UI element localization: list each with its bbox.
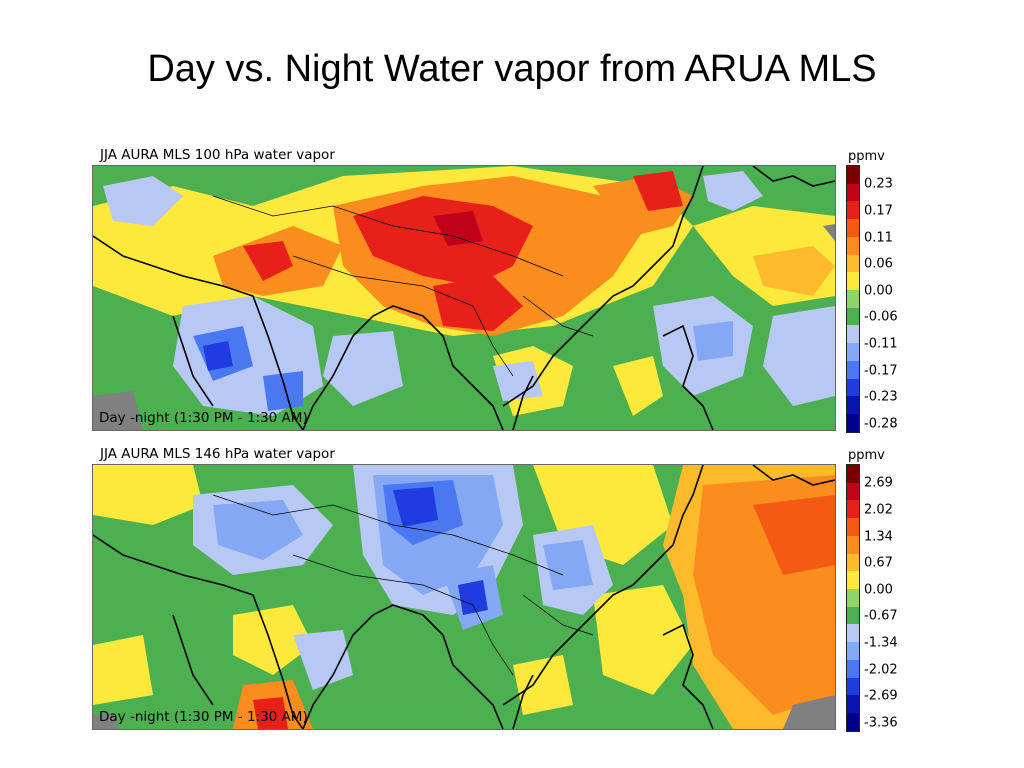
colorbar-tick-label: 0.00 — [864, 283, 893, 299]
colorbar-segment — [847, 624, 859, 643]
colorbar-segment — [847, 465, 859, 483]
colorbar-tick-label: 2.02 — [864, 502, 893, 518]
colorbar-segment — [847, 378, 859, 397]
colorbar-ticks: 0.23 0.17 0.11 0.06 0.00 -0.06 -0.11 -0.17 -0.23… — [864, 165, 964, 431]
colorbar-segment — [847, 606, 859, 625]
colorbar-segment — [847, 166, 859, 184]
colorbar — [846, 165, 860, 433]
colorbar-segment — [847, 500, 859, 519]
colorbar-tick-label: 0.06 — [864, 256, 893, 272]
colorbar-segment — [847, 254, 859, 273]
colorbar-segment — [847, 325, 859, 344]
colorbar-tick-label: -2.69 — [864, 688, 898, 704]
water-vapor-map-100hpa: Day -night (1:30 PM - 1:30 AM) — [92, 165, 836, 431]
map-field — [93, 465, 835, 729]
colorbar-tick-label: -3.36 — [864, 715, 898, 731]
map-panel-100hpa: JJA AURA MLS 100 hPa water vapor — [92, 147, 972, 437]
colorbar-tick-label: -0.67 — [864, 608, 898, 624]
colorbar-segment — [847, 360, 859, 379]
colorbar-tick-label: -2.02 — [864, 662, 898, 677]
colorbar-segment — [847, 272, 859, 291]
colorbar-unit: ppmv — [848, 448, 885, 463]
colorbar-segment — [847, 201, 859, 220]
colorbar — [846, 464, 860, 732]
colorbar-segment — [847, 518, 859, 536]
colorbar-unit: ppmv — [848, 149, 885, 164]
colorbar-tick-label: -0.17 — [864, 363, 898, 378]
colorbar-tick-label: 0.11 — [864, 230, 893, 245]
colorbar-tick-label: -1.34 — [864, 635, 898, 651]
colorbar-segment — [847, 290, 859, 308]
water-vapor-map-146hpa: Day -night (1:30 PM - 1:30 AM) — [92, 464, 836, 730]
map-caption: Day -night (1:30 PM - 1:30 AM) — [99, 709, 308, 725]
colorbar-ticks: 2.69 2.02 1.34 0.67 0.00 -0.67 -1.34 -2.02 -2.69… — [864, 464, 964, 730]
panel-title: JJA AURA MLS 146 hPa water vapor — [100, 446, 335, 462]
panel-title: JJA AURA MLS 100 hPa water vapor — [100, 147, 335, 163]
colorbar-segment — [847, 219, 859, 237]
colorbar-segment — [847, 695, 859, 714]
colorbar-segment — [847, 713, 859, 731]
colorbar-tick-label: 0.23 — [864, 176, 893, 192]
colorbar-tick-label: 0.17 — [864, 203, 893, 219]
colorbar-tick-label: -0.06 — [864, 309, 898, 325]
map-panel-146hpa: JJA AURA MLS 146 hPa water vapor — [92, 446, 972, 736]
colorbar-segment — [847, 553, 859, 572]
colorbar-segment — [847, 659, 859, 678]
colorbar-segment — [847, 414, 859, 432]
colorbar-tick-label: -0.11 — [864, 336, 898, 352]
map-caption: Day -night (1:30 PM - 1:30 AM) — [99, 410, 308, 426]
colorbar-segment — [847, 571, 859, 590]
colorbar-segment — [847, 396, 859, 415]
colorbar-tick-label: 0.67 — [864, 555, 893, 571]
colorbar-segment — [847, 677, 859, 696]
colorbar-tick-label: 1.34 — [864, 529, 893, 544]
colorbar-segment — [847, 236, 859, 255]
colorbar-segment — [847, 642, 859, 660]
colorbar-tick-label: 2.69 — [864, 475, 893, 491]
colorbar-tick-label: -0.23 — [864, 389, 898, 405]
colorbar-segment — [847, 535, 859, 554]
colorbar-tick-label: 0.00 — [864, 582, 893, 598]
colorbar-segment — [847, 589, 859, 607]
map-field — [93, 166, 835, 430]
slide-title: Day vs. Night Water vapor from ARUA MLS — [147, 48, 877, 90]
colorbar-tick-label: -0.28 — [864, 416, 898, 432]
colorbar-segment — [847, 183, 859, 202]
colorbar-segment — [847, 343, 859, 361]
colorbar-segment — [847, 307, 859, 326]
colorbar-segment — [847, 482, 859, 501]
